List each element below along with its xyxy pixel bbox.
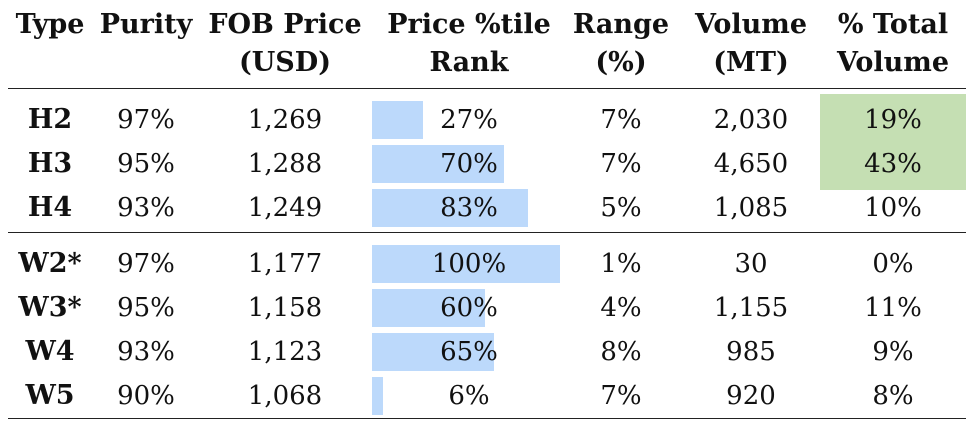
cell-total-volume: 0% — [872, 249, 914, 279]
cell-fob-price: 1,123 — [247, 337, 323, 367]
cell-price-percentile: 83% — [440, 193, 498, 223]
header-price-percentile: Price %tile Rank — [374, 6, 564, 82]
header-fob-line1: FOB Price — [208, 9, 362, 40]
cell-fob-price: 1,158 — [247, 293, 323, 323]
cell-price-percentile: 27% — [440, 105, 498, 135]
header-fob-line2: (USD) — [238, 47, 331, 78]
cell-total-volume: 11% — [864, 293, 922, 323]
cell-range: 5% — [600, 193, 642, 223]
cell-fob-price: 1,288 — [247, 149, 323, 179]
header-total-line2: Volume — [836, 47, 950, 78]
cell-range: 4% — [600, 293, 642, 323]
cell-range: 7% — [600, 149, 642, 179]
header-pct-line1: Price %tile — [387, 9, 551, 40]
cell-fob-price: 1,177 — [247, 249, 323, 279]
cell-volume: 1,155 — [713, 293, 789, 323]
cell-volume: 985 — [726, 337, 776, 367]
cell-range: 8% — [600, 337, 642, 367]
price-percentile-bar — [372, 245, 560, 283]
header-volume: Volume (MT) — [678, 6, 824, 82]
price-percentile-bar — [372, 377, 383, 415]
cell-purity: 90% — [117, 381, 175, 411]
cell-purity: 95% — [117, 149, 175, 179]
cell-type: W2* — [18, 248, 82, 279]
header-range: Range (%) — [568, 6, 674, 82]
cell-volume: 4,650 — [713, 149, 789, 179]
cell-price-percentile: 65% — [440, 337, 498, 367]
total-volume-highlight — [820, 94, 966, 190]
cell-total-volume: 19% — [864, 105, 922, 135]
cell-range: 7% — [600, 105, 642, 135]
cell-volume: 1,085 — [713, 193, 789, 223]
cell-purity: 97% — [117, 105, 175, 135]
cell-total-volume: 8% — [872, 381, 914, 411]
cell-range: 1% — [600, 249, 642, 279]
cell-total-volume: 43% — [864, 149, 922, 179]
header-type: Type — [15, 9, 85, 40]
header-volume-line2: (MT) — [713, 47, 789, 78]
cell-volume: 920 — [726, 381, 776, 411]
table-bottom-border — [8, 418, 966, 419]
cell-type: H4 — [27, 192, 73, 223]
header-total-line1: % Total — [837, 9, 949, 40]
price-percentile-bar — [372, 289, 485, 327]
cell-type: W4 — [25, 336, 75, 367]
cell-type: W3* — [18, 292, 82, 323]
header-purity: Purity — [99, 9, 193, 40]
header-pct-line2: Rank — [429, 47, 509, 78]
cell-fob-price: 1,068 — [247, 381, 323, 411]
cell-fob-price: 1,269 — [247, 105, 323, 135]
cell-total-volume: 9% — [872, 337, 914, 367]
header-fob-price: FOB Price (USD) — [200, 6, 370, 82]
header-range-line2: (%) — [595, 47, 647, 78]
cell-price-percentile: 70% — [440, 149, 498, 179]
cell-total-volume: 10% — [864, 193, 922, 223]
cell-volume: 30 — [734, 249, 768, 279]
cell-purity: 93% — [117, 193, 175, 223]
price-percentile-bar — [372, 333, 494, 371]
cell-volume: 2,030 — [713, 105, 789, 135]
price-percentile-bar — [372, 189, 528, 227]
cell-range: 7% — [600, 381, 642, 411]
cell-price-percentile: 6% — [448, 381, 490, 411]
cell-type: W5 — [25, 380, 75, 411]
cell-purity: 93% — [117, 337, 175, 367]
group-divider — [8, 232, 966, 233]
cell-fob-price: 1,249 — [247, 193, 323, 223]
header-range-line1: Range — [572, 9, 670, 40]
header-total-volume: % Total Volume — [820, 6, 966, 82]
cell-type: H2 — [27, 104, 73, 135]
price-percentile-bar — [372, 145, 504, 183]
header-divider — [8, 88, 966, 89]
cell-purity: 97% — [117, 249, 175, 279]
price-percentile-bar — [372, 101, 423, 139]
header-volume-line1: Volume — [694, 9, 808, 40]
cell-price-percentile: 60% — [440, 293, 498, 323]
cell-type: H3 — [27, 148, 73, 179]
cell-price-percentile: 100% — [431, 249, 507, 279]
cell-purity: 95% — [117, 293, 175, 323]
